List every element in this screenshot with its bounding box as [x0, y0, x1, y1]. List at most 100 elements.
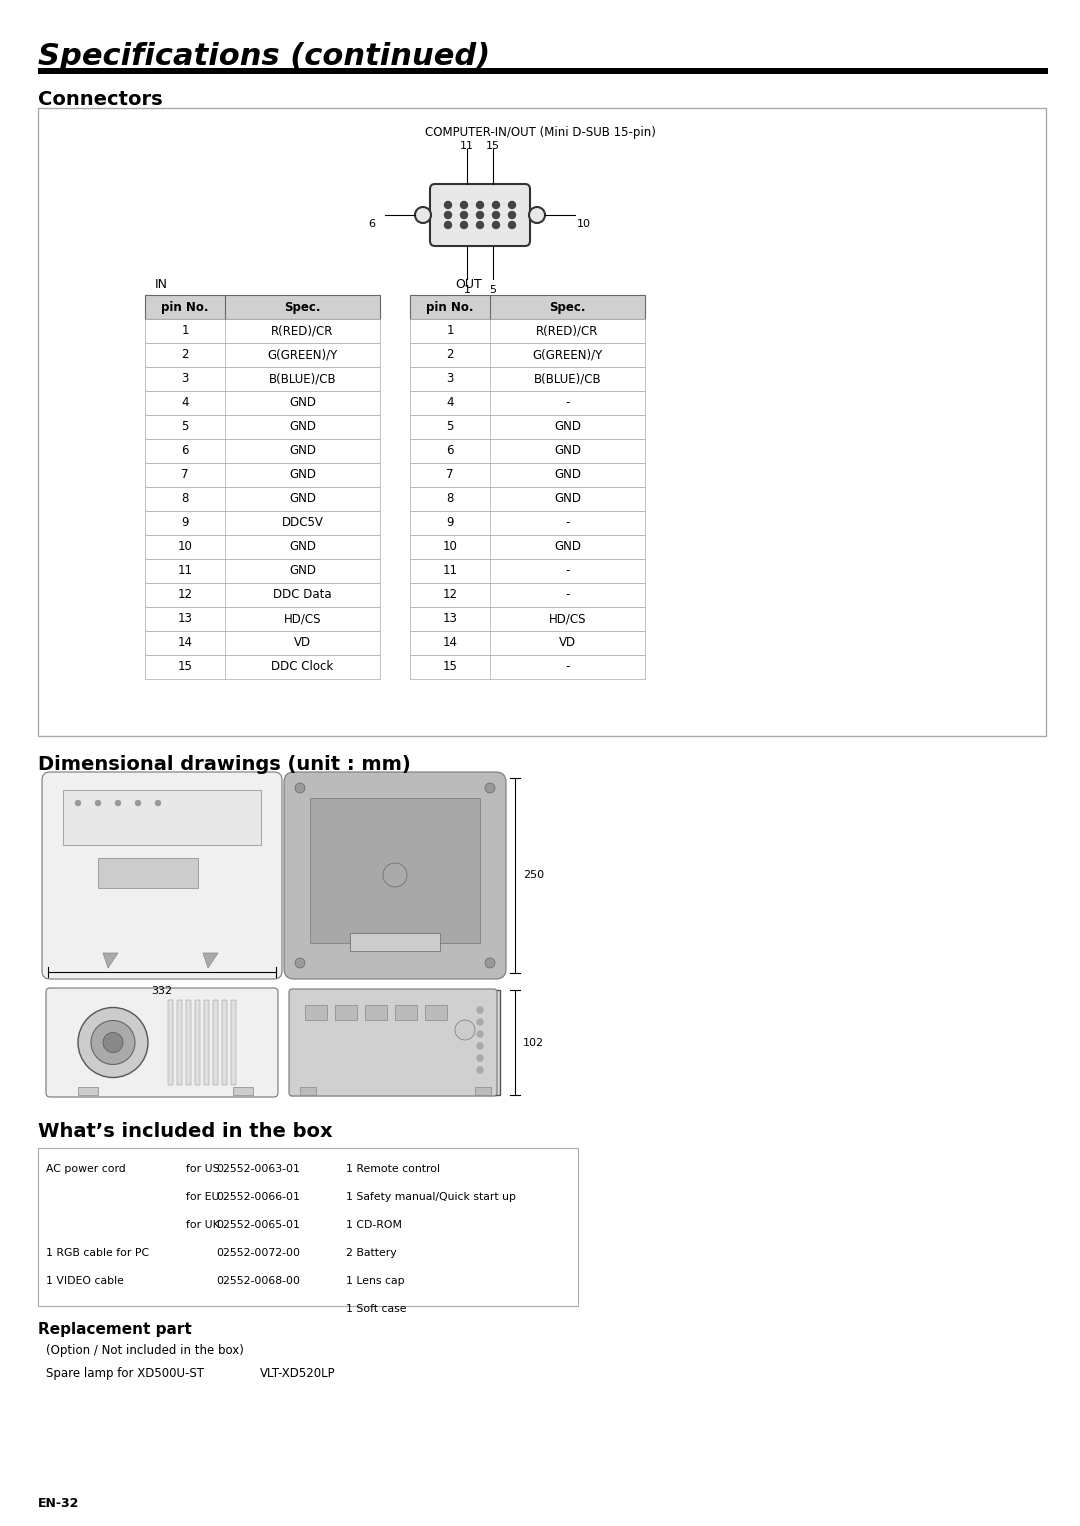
- Bar: [426, 1006, 447, 1019]
- Circle shape: [485, 958, 495, 967]
- Text: Dimensional drawings (unit : mm): Dimensional drawings (unit : mm): [38, 755, 410, 774]
- Text: 6: 6: [368, 220, 375, 229]
- Circle shape: [91, 1021, 135, 1065]
- Text: GND: GND: [554, 444, 581, 458]
- Bar: [231, 1000, 237, 1085]
- Bar: [395, 1006, 417, 1019]
- Text: GND: GND: [554, 468, 581, 482]
- Text: -: -: [565, 565, 569, 577]
- Text: R(RED)/CR: R(RED)/CR: [271, 325, 334, 337]
- Text: B(BLUE)/CB: B(BLUE)/CB: [534, 372, 602, 386]
- Text: 1 Remote control: 1 Remote control: [346, 1164, 440, 1173]
- Bar: [38, 69, 1048, 73]
- Text: -: -: [565, 397, 569, 409]
- Text: DDC Data: DDC Data: [273, 589, 332, 601]
- Bar: [177, 1000, 183, 1085]
- Text: 4: 4: [181, 397, 189, 409]
- Bar: [63, 790, 261, 845]
- Bar: [233, 1087, 253, 1096]
- Text: 1 RGB cable for PC: 1 RGB cable for PC: [46, 1248, 149, 1257]
- Bar: [48, 990, 276, 1096]
- Circle shape: [295, 783, 305, 794]
- Text: -: -: [565, 516, 569, 530]
- Circle shape: [477, 1067, 483, 1073]
- Text: VD: VD: [559, 636, 576, 650]
- Text: GND: GND: [554, 493, 581, 505]
- Text: 12: 12: [177, 589, 192, 601]
- Bar: [145, 366, 380, 391]
- Text: What’s included in the box: What’s included in the box: [38, 1122, 333, 1141]
- Bar: [204, 1000, 210, 1085]
- Bar: [195, 1000, 200, 1085]
- Text: GND: GND: [554, 540, 581, 554]
- Text: G(GREEN)/Y: G(GREEN)/Y: [268, 348, 338, 362]
- Text: 14: 14: [177, 636, 192, 650]
- Circle shape: [509, 221, 515, 229]
- Circle shape: [445, 221, 451, 229]
- Text: 5: 5: [446, 421, 454, 433]
- Circle shape: [383, 864, 407, 887]
- Text: 1: 1: [463, 285, 471, 295]
- Text: 1 Lens cap: 1 Lens cap: [346, 1276, 405, 1286]
- Circle shape: [460, 221, 468, 229]
- Text: GND: GND: [289, 444, 316, 458]
- Text: COMPUTER-IN/OUT (Mini D-SUB 15-pin): COMPUTER-IN/OUT (Mini D-SUB 15-pin): [424, 127, 656, 139]
- Text: 4: 4: [446, 397, 454, 409]
- Bar: [410, 655, 645, 679]
- Text: 02552-0065-01: 02552-0065-01: [216, 1219, 300, 1230]
- Text: VLT-XD520LP: VLT-XD520LP: [260, 1367, 336, 1380]
- Text: 1: 1: [446, 325, 454, 337]
- Circle shape: [135, 801, 140, 806]
- Bar: [38, 1148, 578, 1306]
- Text: 02552-0063-01: 02552-0063-01: [216, 1164, 300, 1173]
- Circle shape: [492, 221, 499, 229]
- Bar: [365, 1006, 387, 1019]
- Bar: [410, 511, 645, 536]
- Text: GND: GND: [289, 493, 316, 505]
- Bar: [48, 778, 276, 974]
- Circle shape: [509, 212, 515, 218]
- Bar: [410, 583, 645, 607]
- Text: 15: 15: [177, 661, 192, 673]
- Text: Connectors: Connectors: [38, 90, 163, 108]
- Text: 12: 12: [443, 589, 458, 601]
- Text: -: -: [565, 589, 569, 601]
- Text: 11: 11: [443, 565, 458, 577]
- Circle shape: [95, 801, 100, 806]
- Circle shape: [529, 208, 545, 223]
- Circle shape: [476, 221, 484, 229]
- Bar: [310, 798, 480, 943]
- Circle shape: [485, 783, 495, 794]
- Text: (Option / Not included in the box): (Option / Not included in the box): [46, 1344, 244, 1357]
- Bar: [410, 536, 645, 559]
- Text: 250: 250: [523, 870, 544, 881]
- Text: 6: 6: [181, 444, 189, 458]
- Bar: [145, 319, 380, 343]
- Bar: [145, 343, 380, 366]
- Text: 332: 332: [151, 986, 173, 996]
- Bar: [305, 1006, 327, 1019]
- Bar: [410, 439, 645, 462]
- Circle shape: [116, 801, 121, 806]
- Text: 15: 15: [443, 661, 458, 673]
- Text: GND: GND: [289, 397, 316, 409]
- Bar: [410, 391, 645, 415]
- Bar: [145, 559, 380, 583]
- Bar: [300, 1087, 316, 1096]
- Text: 10: 10: [443, 540, 458, 554]
- Bar: [98, 858, 198, 888]
- Bar: [78, 1087, 98, 1096]
- Bar: [410, 415, 645, 439]
- Text: GND: GND: [289, 421, 316, 433]
- Text: GND: GND: [289, 565, 316, 577]
- Bar: [145, 511, 380, 536]
- Text: 3: 3: [181, 372, 189, 386]
- Bar: [335, 1006, 357, 1019]
- Circle shape: [156, 801, 161, 806]
- Text: 1 CD-ROM: 1 CD-ROM: [346, 1219, 402, 1230]
- Text: HD/CS: HD/CS: [284, 612, 321, 626]
- Text: DDC5V: DDC5V: [282, 516, 323, 530]
- Text: 9: 9: [446, 516, 454, 530]
- Polygon shape: [203, 954, 218, 967]
- Text: GND: GND: [289, 540, 316, 554]
